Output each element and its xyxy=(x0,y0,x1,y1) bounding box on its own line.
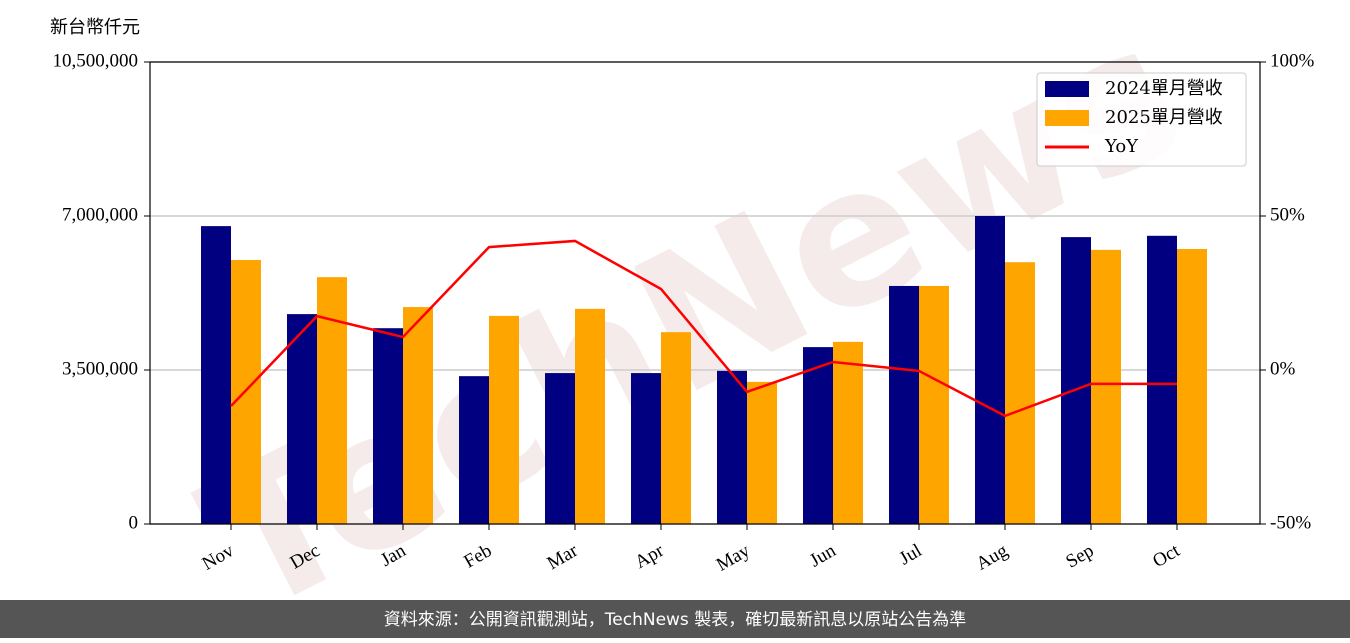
bar xyxy=(287,314,317,524)
y2-tick-label: 50% xyxy=(1270,204,1305,225)
y2-tick-label: 0% xyxy=(1270,358,1296,379)
legend-label: YoY xyxy=(1104,136,1139,157)
x-tick-label: Apr xyxy=(631,540,668,573)
bar xyxy=(1061,237,1091,524)
y-axis-label: 新台幣仟元 xyxy=(50,17,140,38)
y2-tick-label: -50% xyxy=(1270,512,1311,533)
bar xyxy=(373,328,403,524)
footer-band xyxy=(0,600,1350,638)
bar xyxy=(889,285,919,524)
plot-frame xyxy=(149,61,1261,525)
y2-tick-label: 100% xyxy=(1270,50,1315,71)
legend-label: 2025單月營收 xyxy=(1105,107,1223,128)
bar xyxy=(575,308,605,524)
y-tick-label: 10,500,000 xyxy=(53,50,139,71)
x-tick-label: Sep xyxy=(1062,540,1097,572)
bar xyxy=(1005,262,1035,524)
bar xyxy=(201,226,231,524)
x-tick-label: Mar xyxy=(544,540,582,574)
x-tick-label: Oct xyxy=(1149,540,1184,572)
legend-swatch xyxy=(1045,110,1089,126)
bar xyxy=(717,370,747,524)
bar xyxy=(317,277,347,524)
bar xyxy=(1091,249,1121,524)
bar xyxy=(1147,235,1177,525)
bar xyxy=(489,315,519,524)
x-tick-label: May xyxy=(713,540,754,576)
bar xyxy=(545,373,575,524)
x-tick-label: Aug xyxy=(973,540,1012,575)
bar xyxy=(747,381,777,524)
legend-box xyxy=(1036,72,1247,167)
legend-swatch xyxy=(1045,81,1089,97)
x-tick-label: Jun xyxy=(806,540,840,572)
bar xyxy=(403,307,433,524)
bar xyxy=(803,347,833,524)
y-tick-label: 7,000,000 xyxy=(62,204,138,225)
bar xyxy=(919,285,949,524)
bar xyxy=(975,216,1005,524)
yoy-line xyxy=(230,239,1177,418)
bar xyxy=(1177,249,1207,524)
source-note: 資料來源：公開資訊觀測站，TechNews 製表，確切最新訊息以原站公告為準 xyxy=(384,610,966,630)
x-tick-label: Jul xyxy=(896,540,926,569)
y-tick-label: 0 xyxy=(129,512,139,533)
bar xyxy=(661,332,691,524)
legend-label: 2024單月營收 xyxy=(1105,78,1223,99)
bar xyxy=(459,376,489,524)
y-tick-label: 3,500,000 xyxy=(62,358,138,379)
bar xyxy=(631,373,661,524)
bar xyxy=(833,341,863,524)
